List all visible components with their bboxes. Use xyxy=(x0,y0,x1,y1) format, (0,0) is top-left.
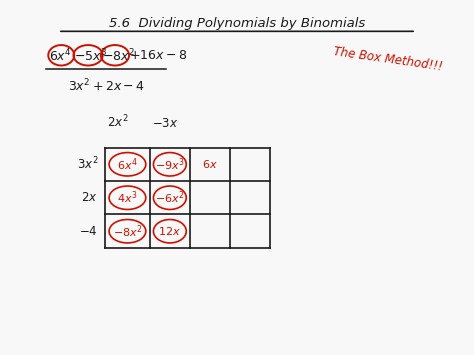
Text: $3x^2$: $3x^2$ xyxy=(76,156,98,173)
Text: $-9x^3$: $-9x^3$ xyxy=(155,156,185,173)
Text: $2x^2$: $2x^2$ xyxy=(108,113,129,130)
Text: $12x$: $12x$ xyxy=(158,225,181,237)
Text: $4x^3$: $4x^3$ xyxy=(117,190,137,206)
Text: $+16x - 8$: $+16x - 8$ xyxy=(128,49,187,62)
Text: $6x^4$: $6x^4$ xyxy=(48,48,72,64)
Text: The Box Method!!!: The Box Method!!! xyxy=(332,45,443,73)
Text: $-8x^2$: $-8x^2$ xyxy=(102,48,135,64)
Text: $3x^2 + 2x - 4$: $3x^2 + 2x - 4$ xyxy=(68,78,145,94)
Text: $-3x$: $-3x$ xyxy=(152,117,179,130)
Text: $6x^4$: $6x^4$ xyxy=(117,156,138,173)
Text: $6x$: $6x$ xyxy=(202,158,218,170)
Text: $2x$: $2x$ xyxy=(82,191,98,204)
Text: 5.6  Dividing Polynomials by Binomials: 5.6 Dividing Polynomials by Binomials xyxy=(109,17,365,30)
Text: $-8x^2$: $-8x^2$ xyxy=(113,223,142,240)
Text: $-5x^3$: $-5x^3$ xyxy=(74,48,107,64)
Text: $-6x^2$: $-6x^2$ xyxy=(155,190,185,206)
Text: $-4$: $-4$ xyxy=(79,225,98,238)
